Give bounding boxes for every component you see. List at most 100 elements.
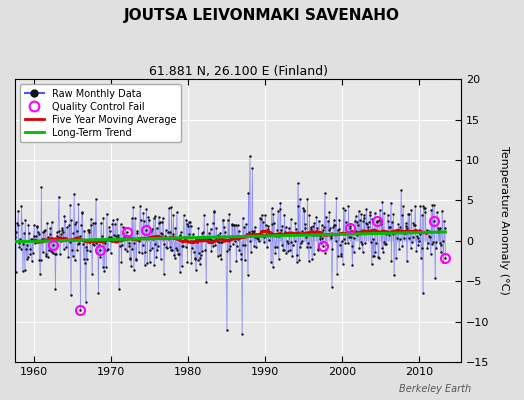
Point — [281, 224, 290, 230]
Point — [72, 228, 81, 234]
Point — [48, 249, 57, 256]
Point — [50, 236, 58, 242]
Point — [378, 198, 387, 205]
Point — [261, 212, 269, 218]
Point — [237, 256, 246, 263]
Point — [305, 212, 313, 218]
Point — [336, 242, 344, 248]
Point — [399, 230, 408, 236]
Point — [405, 211, 413, 218]
Point — [207, 248, 215, 254]
Point — [253, 234, 261, 240]
Point — [332, 195, 341, 202]
Point — [332, 238, 340, 244]
Point — [84, 227, 93, 233]
Point — [337, 251, 346, 257]
Point — [56, 251, 64, 257]
Point — [150, 262, 158, 268]
Point — [399, 203, 407, 209]
Point — [425, 233, 433, 240]
Point — [424, 240, 432, 246]
Point — [92, 240, 101, 246]
Point — [349, 230, 357, 237]
Point — [129, 266, 138, 273]
Point — [292, 226, 300, 232]
Point — [372, 240, 380, 247]
Point — [86, 248, 94, 254]
Point — [322, 214, 330, 220]
Point — [235, 247, 244, 253]
Point — [361, 240, 369, 246]
Point — [43, 254, 52, 260]
Point — [184, 222, 192, 229]
Point — [149, 215, 158, 222]
Point — [307, 224, 315, 230]
Point — [183, 221, 191, 228]
Point — [394, 221, 402, 228]
Point — [212, 225, 221, 232]
Point — [206, 225, 215, 232]
Point — [149, 236, 157, 242]
Point — [385, 232, 394, 238]
Point — [90, 242, 98, 248]
Point — [160, 240, 169, 247]
Point — [277, 226, 285, 233]
Point — [98, 233, 106, 240]
Point — [23, 256, 31, 262]
Point — [89, 241, 97, 247]
Point — [44, 234, 52, 240]
Point — [381, 241, 389, 247]
Point — [199, 236, 208, 242]
Point — [89, 220, 97, 226]
Point — [110, 236, 118, 242]
Point — [374, 254, 382, 260]
Point — [356, 217, 364, 224]
Point — [55, 228, 63, 234]
Point — [361, 215, 369, 221]
Point — [26, 251, 35, 258]
Point — [434, 229, 442, 235]
Point — [353, 219, 362, 225]
Point — [117, 221, 125, 227]
Point — [101, 240, 109, 246]
Point — [47, 218, 56, 225]
Point — [375, 217, 384, 223]
Point — [413, 234, 422, 241]
Point — [169, 231, 177, 238]
Point — [379, 249, 387, 256]
Point — [420, 205, 428, 211]
Point — [243, 231, 252, 237]
Point — [209, 243, 217, 249]
Point — [186, 219, 194, 225]
Point — [158, 231, 166, 237]
Point — [213, 253, 222, 259]
Point — [166, 244, 174, 250]
Point — [323, 231, 332, 237]
Point — [124, 240, 133, 246]
Point — [57, 231, 66, 238]
Point — [93, 235, 102, 242]
Point — [86, 216, 95, 222]
Point — [413, 233, 421, 239]
Point — [125, 242, 133, 249]
Point — [352, 228, 361, 234]
Point — [302, 244, 311, 250]
Point — [308, 232, 316, 238]
Point — [233, 222, 242, 229]
Point — [167, 203, 176, 210]
Point — [246, 153, 254, 159]
Point — [259, 234, 268, 240]
Point — [272, 244, 281, 250]
Point — [428, 202, 436, 208]
Point — [370, 253, 378, 260]
Point — [330, 217, 338, 223]
Point — [421, 209, 430, 215]
Point — [25, 230, 34, 237]
Point — [318, 222, 326, 228]
Point — [435, 240, 444, 246]
Point — [27, 258, 36, 264]
Point — [333, 270, 341, 277]
Point — [269, 264, 277, 270]
Point — [143, 206, 151, 212]
Point — [351, 213, 359, 220]
